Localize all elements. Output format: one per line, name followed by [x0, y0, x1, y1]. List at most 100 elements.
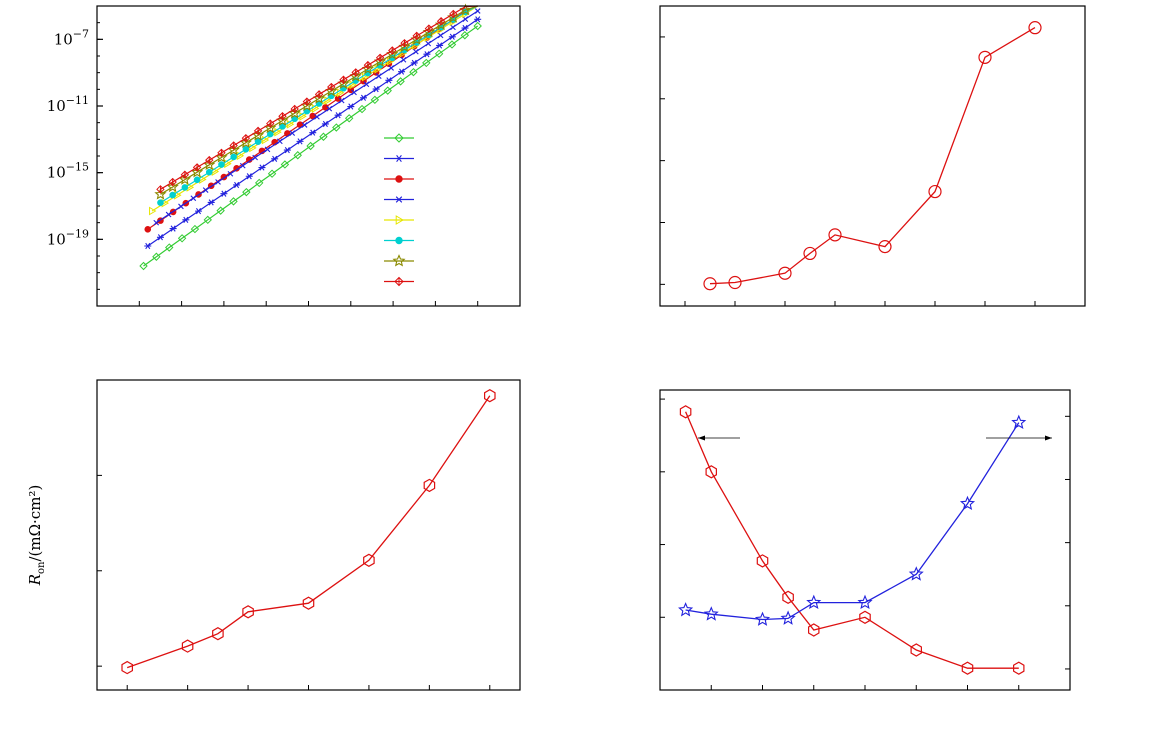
series-1-point [754, 611, 771, 626]
series-1-point-10 [271, 155, 279, 162]
plot-frame [659, 5, 1086, 307]
series-6-point-7 [239, 136, 252, 148]
series-0-point-24 [447, 40, 457, 49]
series-0-point-21 [409, 67, 418, 77]
series-1-point [908, 566, 924, 581]
series-3-point-17 [363, 81, 370, 88]
series-5-point-3 [193, 176, 201, 184]
plot-frame [96, 379, 521, 691]
data-point [484, 389, 496, 403]
series-1-point [806, 594, 822, 610]
series-1-point-23 [436, 42, 444, 49]
series-3-point-15 [338, 97, 345, 104]
data-point [778, 266, 792, 280]
series-6-point-3 [190, 165, 204, 178]
series-1-point-26 [474, 16, 482, 23]
series-0-point [910, 643, 923, 657]
series-5-point-5 [218, 161, 225, 168]
legend-swatch-marker [395, 215, 404, 225]
series-3-point-2 [178, 203, 184, 210]
series-4-point-15 [336, 88, 345, 98]
series-0-point-11 [280, 160, 290, 169]
series-line [126, 395, 491, 669]
data-point [423, 478, 436, 493]
legend-swatch-marker [395, 236, 403, 245]
series-4-point-0 [149, 206, 157, 216]
series-0-point-22 [422, 58, 431, 68]
series-1-point-11 [283, 146, 291, 154]
series-6-point-2 [178, 173, 191, 185]
series-1-point-8 [245, 173, 253, 180]
series-0-point-17 [357, 104, 367, 114]
y-axis-label: Ron/(mΩ·cm²) [26, 485, 47, 587]
right-axis-arrow-head [1045, 435, 1052, 441]
series-0-point-5 [203, 215, 213, 225]
series-6-point-6 [227, 143, 240, 156]
series-5-point-8 [254, 138, 262, 145]
series-6-point-5 [215, 151, 228, 163]
legend-swatch-marker [395, 154, 403, 163]
series-3-point-11 [289, 130, 296, 136]
series-0-point-13 [306, 141, 315, 151]
series-3-point-7 [239, 162, 246, 169]
series-0-point-6 [216, 206, 225, 215]
legend-swatch-marker [395, 175, 403, 183]
plot-frame [659, 389, 1071, 691]
series-0-point-7 [229, 197, 238, 206]
series-1-point-21 [410, 59, 418, 67]
series-1-point-9 [258, 164, 266, 171]
series-0-point [1012, 661, 1025, 675]
series-1-point-2 [169, 225, 177, 232]
series-6-point-1 [166, 180, 179, 193]
y-tick-label: 10−7 [54, 27, 89, 48]
series-3-point-9 [264, 146, 271, 153]
series-1-point-0 [144, 242, 152, 250]
series-4-point-14 [324, 96, 332, 105]
series-1-point [959, 495, 976, 511]
series-1-point-20 [398, 68, 406, 75]
series-3-point-16 [351, 89, 357, 96]
series-3-point-8 [252, 154, 258, 161]
y-tick-label: 10−15 [47, 161, 89, 182]
series-1-point-3 [182, 216, 190, 223]
series-1-point-25 [461, 24, 469, 32]
series-1-point-12 [296, 138, 304, 145]
panel-b-current-density [659, 5, 1086, 307]
series-3-point-10 [277, 138, 283, 145]
series-line [709, 27, 1036, 285]
y-tick-label: 10−11 [47, 94, 89, 115]
series-1-point-16 [347, 103, 355, 110]
series-1-point [703, 606, 719, 621]
series-4-point-9 [261, 135, 270, 145]
y-tick-base: 10 [47, 164, 66, 182]
series-0-point [859, 610, 871, 624]
data-point [212, 627, 224, 641]
series-1-point [1011, 414, 1027, 430]
data-point [803, 246, 817, 261]
series-0-point-15 [332, 123, 341, 132]
series-1-point-5 [207, 199, 215, 206]
series-0-point-23 [434, 49, 444, 58]
y-tick-exponent: −11 [66, 94, 89, 107]
y-tick-label: 10−19 [47, 227, 89, 248]
series-0-point-3 [177, 234, 187, 243]
series-5-point-1 [169, 191, 176, 199]
panel-d-barrier-ideality [659, 389, 1071, 691]
series-1-point-13 [309, 129, 317, 136]
series-1-point-18 [372, 85, 380, 93]
legend-swatch-marker [395, 196, 403, 203]
y-tick-base: 10 [47, 97, 66, 115]
series-0-point-8 [242, 187, 251, 197]
data-point [1028, 21, 1042, 35]
y-tick-exponent: −19 [66, 227, 89, 240]
series-1-point-14 [321, 120, 329, 128]
series-3-point-18 [375, 73, 382, 79]
series-3-point-5 [215, 179, 221, 185]
series-0-point-26 [473, 21, 482, 31]
series-0-point-25 [460, 31, 470, 40]
series-1-point-7 [233, 181, 241, 189]
series-4-point-10 [274, 127, 282, 137]
series-1-point [857, 594, 873, 610]
data-point [828, 228, 842, 242]
series-4-point-13 [311, 104, 320, 113]
